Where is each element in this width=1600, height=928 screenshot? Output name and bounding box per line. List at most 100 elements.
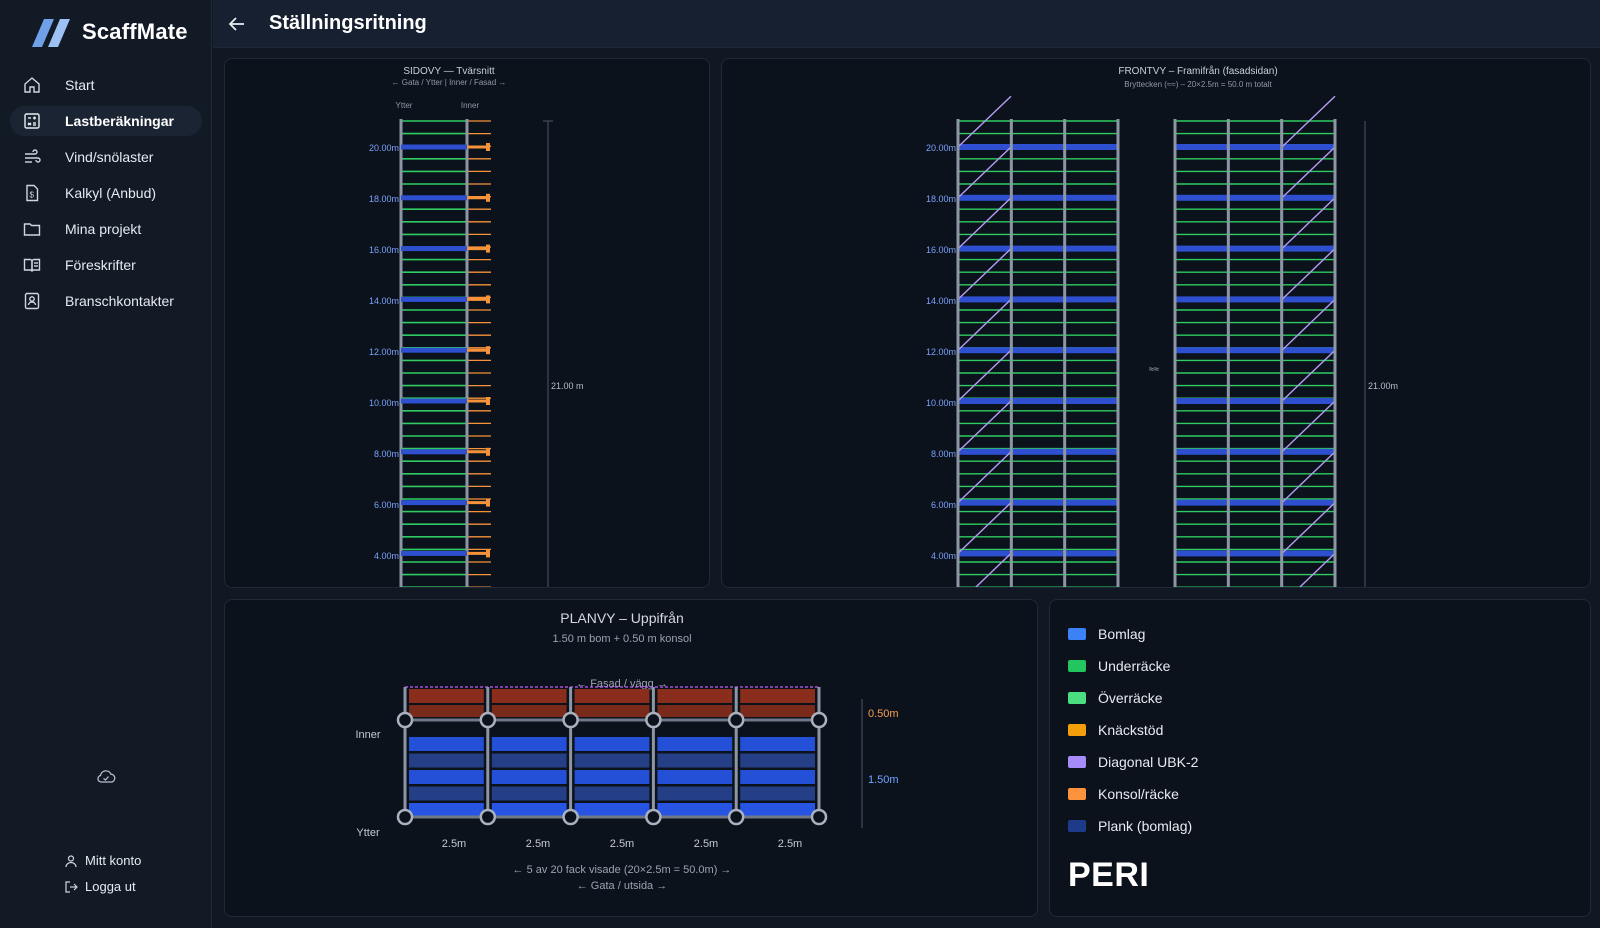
user-icon [65,854,77,867]
deck-plank [574,786,650,801]
diagonal-brace [957,298,1012,351]
console-plank [657,689,733,703]
console-post [486,295,490,304]
deck-plank [401,347,467,353]
console-plank [491,705,567,717]
diagonal-brace [1298,552,1336,587]
legend-label: Diagonal UBK-2 [1098,754,1199,770]
legend-item: Underräcke [1068,650,1198,682]
diagonal-brace [1281,502,1336,554]
side-level-labels: 20.00m 18.00m 16.00m 14.00m 12.00m 10.00… [369,143,399,561]
console-post [486,346,490,355]
sidebar-item-label: Lastberäkningar [65,113,174,129]
side-view-panel: SIDOVY — Tvärsnitt ← Gata / Ytter | Inne… [224,58,710,588]
console-post [486,244,490,253]
sidebar-item-branschkontakter[interactable]: Branschkontakter [10,286,202,316]
side-level-label: 4.00m [374,551,399,561]
legend-swatch [1068,820,1086,832]
legend-swatch [1068,756,1086,768]
deck-plank [574,770,650,784]
my-account-link[interactable]: Mitt konto [64,853,141,868]
sidebar-item-kalkyl[interactable]: $ Kalkyl (Anbud) [10,178,202,208]
console-plank [740,689,815,703]
front-view-subtitle: Bryttecken (≈≈) – 20×2.5m = 50.0 m total… [1124,80,1272,89]
plan-note: ← 5 av 20 fack visade (20×2.5m = 50.0m) … [513,864,732,876]
deck-plank [401,246,467,252]
logout-link[interactable]: Logga ut [64,879,136,894]
bay-length-label: 2.5m [778,838,802,850]
console-post [486,447,490,456]
outer-label: Ytter [356,827,380,839]
calculator-icon [22,111,42,131]
diagonal-brace [957,197,1012,250]
deck-plank [958,499,1118,506]
side-level-label: 20.00m [369,143,399,153]
console-post [486,549,490,558]
deck-plank [401,550,467,556]
diagonal-brace [1281,197,1336,250]
console-plank [409,689,484,703]
home-icon [22,75,42,95]
deck-plank [1175,194,1335,201]
deck-plank [409,753,484,768]
sidebar-item-mina-projekt[interactable]: Mina projekt [10,214,202,244]
inner-standard-node [562,711,579,729]
brand[interactable]: ScaffMate [30,16,188,48]
scaffmate-logo-icon [32,19,70,47]
deck-plank [491,786,567,801]
deck-plank [740,770,815,784]
side-level-label: 6.00m [374,500,399,510]
bay-length-label: 2.5m [526,838,550,850]
legend-item: Bomlag [1068,618,1198,650]
deck-plank [958,448,1118,455]
front-view-drawing: FRONTVY – Framifrån (fasadsidan) Bryttec… [926,65,1398,587]
contacts-icon [22,291,42,311]
sidebar-item-label: Start [65,77,95,93]
deck-plank [401,500,467,506]
console-dimension: 0.50m [868,708,899,720]
inner-standard-node [810,711,828,729]
inner-standard-node [645,711,662,729]
diagonal-brace [957,146,1012,199]
deck-plank [401,144,467,150]
legend-item: Plank (bomlag) [1068,810,1198,842]
deck-plank [1175,144,1335,150]
console-plank [491,689,567,703]
sidebar-footer: Mitt konto Logga ut [0,770,212,908]
sidebar-item-lastberakningar[interactable]: Lastberäkningar [10,106,202,136]
sidebar-item-vind-snolaster[interactable]: Vind/snölaster [10,142,202,172]
street-label: ← Gata / utsida → [577,880,667,892]
front-level-label: 16.00m [926,245,956,255]
plan-view-panel: PLANVY – Uppifrån 1.50 m bom + 0.50 m ko… [224,599,1038,917]
legend-label: Överräcke [1098,690,1163,706]
deck-plank [958,296,1118,303]
diagonal-brace [957,451,1012,504]
page-title: Ställningsritning [269,12,427,34]
diagonal-brace [1281,95,1336,148]
front-level-label: 12.00m [926,347,956,357]
deck-plank [491,803,567,817]
side-view-subtitle: ← Gata / Ytter | Inner / Fasad → [392,78,507,87]
legend-item: Överräcke [1068,682,1198,714]
back-arrow-icon[interactable] [227,14,247,34]
legend-item: Diagonal UBK-2 [1068,746,1198,778]
outer-standard-node [479,808,497,826]
deck-plank [1175,347,1335,354]
sidebar-item-foreskrifter[interactable]: Föreskrifter [10,250,202,280]
side-level-label: 10.00m [369,398,399,408]
invoice-icon: $ [22,183,42,203]
deck-plank [491,753,567,768]
diagonal-brace [1281,248,1336,300]
side-level-label: 12.00m [369,347,399,357]
diagonal-brace [957,502,1012,554]
sidebar-item-label: Föreskrifter [65,257,136,273]
deck-plank [574,803,650,817]
peri-brand-logo: PERI [1068,856,1150,894]
facade-label: ← Fasad / vägg → [576,678,668,690]
deck-plank [491,737,567,751]
front-view-panel: FRONTVY – Framifrån (fasadsidan) Bryttec… [721,58,1591,588]
bay-length-label: 2.5m [442,838,466,850]
console-plank [409,705,484,717]
sidebar-item-start[interactable]: Start [10,70,202,100]
side-level-label: 8.00m [374,449,399,459]
